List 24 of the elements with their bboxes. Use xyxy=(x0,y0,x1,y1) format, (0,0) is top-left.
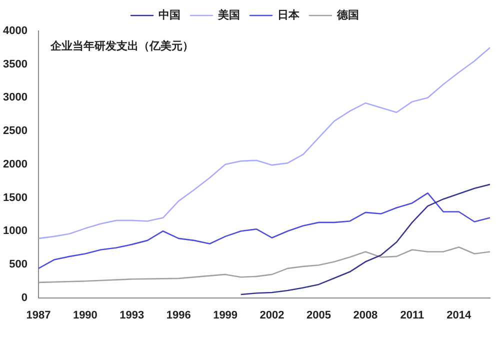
legend-label: 美国 xyxy=(217,8,240,22)
legend-label: 中国 xyxy=(158,8,180,22)
y-tick-label: 2500 xyxy=(2,125,28,138)
x-tick-label: 2011 xyxy=(400,309,424,322)
y-tick-label: 500 xyxy=(9,258,28,270)
x-tick-label: 1987 xyxy=(26,309,51,322)
x-tick-label: 2005 xyxy=(306,309,331,322)
x-tick-label: 1996 xyxy=(166,309,191,322)
x-tick-label: 2008 xyxy=(353,309,378,322)
legend-label: 德国 xyxy=(336,8,359,22)
legend-label: 日本 xyxy=(278,8,300,22)
x-tick-label: 1990 xyxy=(72,309,98,322)
y-tick-label: 1000 xyxy=(2,225,28,238)
annotation: 企业当年研发支出（亿美元） xyxy=(49,39,194,52)
y-tick-label: 2000 xyxy=(2,158,28,170)
y-tick-label: 3000 xyxy=(2,92,28,104)
y-tick-label: 3500 xyxy=(2,58,28,70)
y-tick-label: 0 xyxy=(21,292,28,304)
y-tick-label: 4000 xyxy=(2,25,28,38)
x-tick-label: 2014 xyxy=(446,309,472,322)
x-tick-label: 1993 xyxy=(120,309,144,322)
y-tick-label: 1500 xyxy=(2,192,28,204)
x-tick-label: 2002 xyxy=(260,309,284,322)
x-tick-label: 1999 xyxy=(213,309,238,322)
